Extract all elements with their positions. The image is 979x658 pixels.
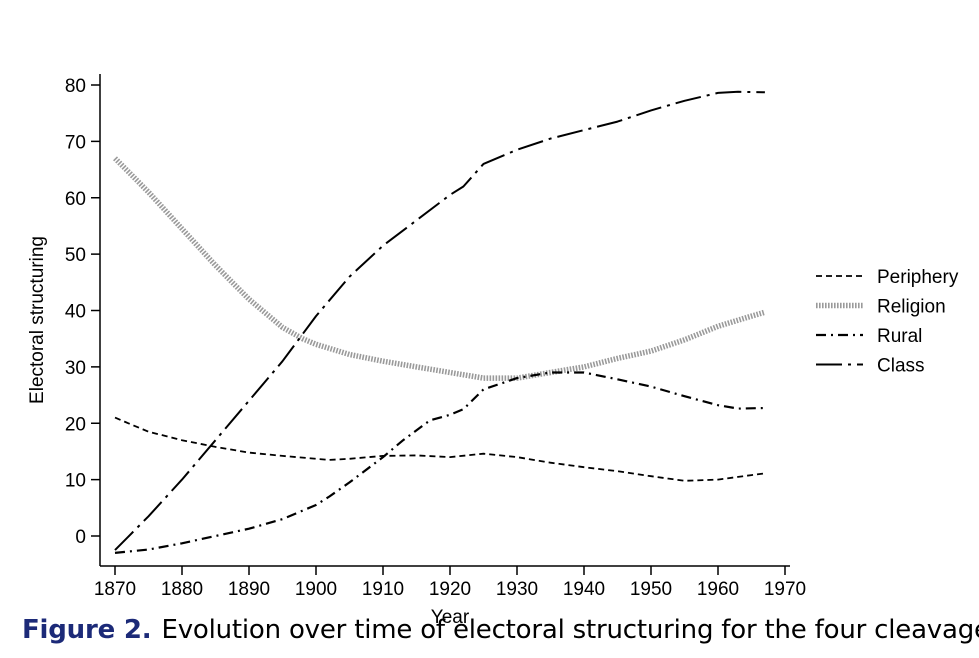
caption-label: Figure 2.: [22, 615, 152, 645]
x-tick-label: 1910: [362, 579, 404, 600]
y-axis-label: Electoral structuring: [27, 236, 48, 404]
x-ticks: 1870 1880 1890 1900 1910 1920 1930 1940 1950 1960…: [94, 566, 806, 600]
y-tick-label: 30: [65, 358, 86, 379]
x-tick-label: 1920: [429, 579, 471, 600]
legend-label-class: Class: [877, 356, 925, 377]
legend-label-rural: Rural: [877, 326, 922, 347]
series-line-rural: [114, 371, 765, 554]
series-line-religion: [113, 156, 766, 381]
x-tick-label: 1870: [94, 579, 136, 600]
x-tick-label: 1900: [295, 579, 337, 600]
series-layer: [113, 90, 766, 554]
x-tick-label: 1930: [496, 579, 538, 600]
y-tick-label: 10: [65, 471, 86, 492]
y-ticks: 0 10 20 30 40 50 60 70 80: [65, 76, 100, 548]
x-tick-label: 1970: [764, 579, 806, 600]
y-tick-label: 50: [65, 245, 86, 266]
y-tick-label: 20: [65, 414, 86, 435]
legend-label-religion: Religion: [877, 297, 946, 318]
y-tick-label: 70: [65, 132, 86, 153]
y-tick-label: 0: [75, 527, 86, 548]
legend-label-periphery: Periphery: [877, 267, 959, 288]
y-tick-label: 60: [65, 189, 86, 210]
x-tick-label: 1960: [697, 579, 739, 600]
x-tick-label: 1940: [563, 579, 605, 600]
x-axis-label: Year: [431, 607, 470, 628]
legend: Periphery Religion Rural Class: [816, 267, 959, 377]
figure-caption: Figure 2. Evolution over time of electora…: [22, 615, 979, 645]
x-tick-label: 1880: [161, 579, 203, 600]
y-tick-label: 40: [65, 302, 86, 323]
series-line-class: [114, 90, 765, 551]
x-tick-label: 1890: [228, 579, 270, 600]
y-tick-label: 80: [65, 76, 86, 97]
series-line-periphery: [114, 416, 766, 482]
axes: [99, 74, 790, 567]
caption-text: Evolution over time of electoral structu…: [161, 615, 979, 645]
x-tick-label: 1950: [630, 579, 672, 600]
